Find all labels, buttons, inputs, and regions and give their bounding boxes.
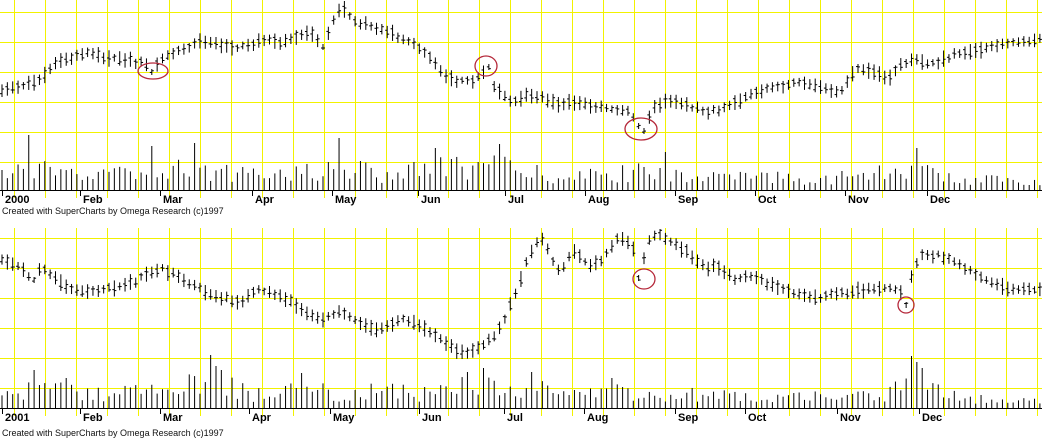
- annotation-circle: [632, 268, 656, 290]
- month-label: Jul: [508, 194, 524, 206]
- month-label: Dec: [930, 194, 950, 206]
- month-label: Dec: [922, 412, 942, 424]
- month-label: Mar: [163, 412, 183, 424]
- copyright-text-bottom: Created with SuperCharts by Omega Resear…: [2, 428, 224, 438]
- month-label: May: [333, 412, 355, 424]
- month-label: Apr: [255, 194, 275, 206]
- month-label: Jun: [422, 412, 442, 424]
- month-labels: 2001 Feb Mar Apr May Jun Jul Aug Sep Oct Nov Dec: [2, 408, 942, 424]
- month-label: Nov: [840, 412, 862, 424]
- volume-bars: [1, 355, 1041, 408]
- annotation-circle: [624, 117, 658, 141]
- month-labels: 2000 Feb Mar Apr May Jun Jul Aug Sep Oct Nov Dec: [2, 190, 950, 206]
- annotation-circle: [474, 55, 498, 77]
- month-label: Aug: [587, 412, 608, 424]
- price-bars: [0, 229, 1042, 359]
- price-bars: [0, 1, 1042, 134]
- month-label: 2001: [5, 412, 29, 424]
- annotation-circle: [897, 296, 915, 314]
- month-label: 2000: [5, 194, 29, 206]
- copyright-text-top: Created with SuperCharts by Omega Resear…: [2, 206, 224, 216]
- month-label: Jul: [507, 412, 523, 424]
- chart-2001: 2001 Feb Mar Apr May Jun Jul Aug Sep Oct Nov Dec: [0, 228, 1042, 424]
- month-label: Oct: [758, 194, 777, 206]
- month-label: Oct: [748, 412, 767, 424]
- grid-lines: [0, 0, 1042, 198]
- month-label: Apr: [252, 412, 272, 424]
- annotation-circle: [137, 62, 169, 80]
- month-label: Feb: [83, 412, 103, 424]
- grid-lines: [0, 228, 1042, 416]
- month-label: Feb: [83, 194, 103, 206]
- month-label: Sep: [678, 194, 698, 206]
- volume-bars: [1, 135, 1041, 190]
- month-label: Mar: [163, 194, 183, 206]
- month-label: Nov: [848, 194, 870, 206]
- month-label: Aug: [588, 194, 609, 206]
- month-label: Sep: [678, 412, 698, 424]
- chart-2000: 2000 Feb Mar Apr May Jun Jul Aug Sep Oct Nov Dec: [0, 0, 1042, 206]
- month-label: Jun: [421, 194, 441, 206]
- month-label: May: [335, 194, 357, 206]
